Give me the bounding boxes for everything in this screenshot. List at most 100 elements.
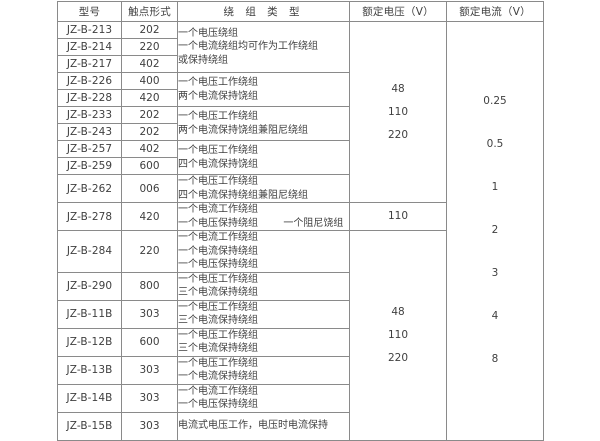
winding-line: 一个电压工作绕组 — [178, 77, 258, 88]
table-row: JZ-B-12B 600 一个电压工作绕组 三个电流保持绕组 — [57, 327, 544, 357]
header-winding-type: 绕 组 类 型 — [177, 1, 350, 22]
cell-model: JZ-B-11B — [57, 299, 122, 329]
cell-contact-form: 600 — [121, 157, 178, 175]
cell-model: JZ-B-226 — [57, 72, 122, 90]
table-row: JZ-B-262 006 一个电压工作绕组 四个电流保持绕组兼阻尼绕组 — [57, 174, 544, 203]
winding-line: 三个电流保持绕组 — [178, 315, 258, 326]
cell-model: JZ-B-290 — [57, 271, 122, 301]
cell-contact-form: 800 — [121, 271, 178, 301]
cell-winding-type: 一个电压工作绕组 两个电流保持饶组 — [177, 72, 350, 107]
cell-contact-form: 220 — [121, 230, 178, 273]
voltage-value: 220 — [387, 351, 409, 364]
cell-contact-form: 303 — [121, 411, 178, 441]
cell-rated-current: 0.25 0.5 1 2 3 4 8 — [446, 21, 544, 441]
cell-contact-form: 303 — [121, 383, 178, 413]
winding-line: 一个电压保持绕组 一个阻尼饶组 — [178, 217, 344, 229]
winding-line: 一个电流工作绕组 — [178, 385, 258, 397]
current-value: 2 — [491, 224, 499, 237]
voltage-value: 110 — [387, 210, 409, 222]
voltage-value: 220 — [387, 128, 409, 141]
cell-contact-form: 402 — [121, 140, 178, 158]
cell-model: JZ-B-14B — [57, 383, 122, 413]
cell-winding-type: 一个电压工作绕组四个电流保持绕组兼阻尼绕组 — [177, 174, 350, 203]
header-rated-current: 额定电流（V） — [446, 1, 544, 22]
winding-line: 一个电压工作绕组 — [178, 273, 258, 285]
table-row: JZ-B-217 402 — [57, 55, 544, 73]
cell-model: JZ-B-13B — [57, 355, 122, 385]
voltage-value-stack: 48 110 220 — [350, 78, 446, 147]
winding-line: 一个电压工作绕组 — [178, 329, 258, 341]
winding-line: 一个电流绕组均可作为工作绕组 — [178, 41, 318, 53]
table-row: JZ-B-226 400 一个电压工作绕组 两个电流保持饶组 — [57, 72, 544, 107]
table-row: JZ-B-11B 303 一个电压工作绕组 三个电流保持绕组 — [57, 299, 544, 329]
current-value: 0.5 — [486, 138, 504, 151]
cell-contact-form: 220 — [121, 38, 178, 56]
winding-line: 一个电流工作绕组 — [178, 204, 258, 215]
winding-line: 一个电压工作绕组 — [178, 145, 258, 156]
cell-model: JZ-B-259 — [57, 157, 122, 175]
cell-contact-form: 202 — [121, 21, 178, 39]
winding-line: 电流式电压工作，电压时电流保持 — [178, 420, 328, 432]
winding-line: 四个电流保持绕组兼阻尼绕组 — [178, 189, 308, 201]
winding-line: 三个电流保持绕组 — [178, 343, 258, 354]
cell-rated-voltage: 48 110 220 — [349, 21, 447, 203]
table-row: JZ-B-228 420 — [57, 89, 544, 107]
winding-line: 一个电压绕组 — [178, 27, 238, 39]
cell-contact-form: 600 — [121, 327, 178, 357]
header-row: 型号 触点形式 绕 组 类 型 额定电压（V） 额定电流（V） — [57, 1, 544, 22]
table-row: JZ-B-214 220 — [57, 38, 544, 56]
table-body: JZ-B-213 202 一个电压绕组 一个电流绕组均可作为工作绕组 或保持绕组 48 11… — [57, 21, 544, 441]
table-row: JZ-B-213 202 一个电压绕组 一个电流绕组均可作为工作绕组 或保持绕组 48 11… — [57, 21, 544, 441]
winding-line: 三个电流保持绕组 — [178, 287, 258, 298]
table-row: JZ-B-13B 303 一个电压工作绕组 一个电流保持绕组 — [57, 355, 544, 385]
cell-model: JZ-B-15B — [57, 411, 122, 441]
cell-winding-type: 一个电流工作绕组 一个电压保持绕组 — [177, 383, 350, 413]
header-contact-form: 触点形式 — [121, 1, 178, 22]
cell-model: JZ-B-243 — [57, 123, 122, 141]
winding-line: 一个电压工作绕组 — [178, 111, 258, 122]
cell-contact-form: 400 — [121, 72, 178, 90]
winding-line: 一个电压工作绕组 — [178, 176, 258, 187]
table-row: JZ-B-259 600 — [57, 157, 544, 175]
cell-rated-voltage: 48 110 220 — [349, 230, 447, 441]
current-value-stack: 0.25 0.5 1 2 3 4 8 — [447, 80, 543, 381]
cell-model: JZ-B-233 — [57, 106, 122, 124]
cell-winding-type: 一个电压工作绕组 三个电流保持绕组 — [177, 327, 350, 357]
cell-model: JZ-B-12B — [57, 327, 122, 357]
table-row: JZ-B-278 420 一个电流工作绕组一个电压保持绕组 一个阻尼饶组 110 — [57, 202, 544, 231]
cell-winding-type: 一个电流工作绕组 一个电流保持绕组 一个电压保持绕组 — [177, 230, 350, 273]
current-value: 4 — [491, 310, 499, 323]
winding-line: 一个电压保持绕组 — [178, 259, 258, 270]
voltage-value: 48 — [391, 82, 405, 95]
current-value: 3 — [491, 267, 499, 280]
cell-contact-form: 006 — [121, 174, 178, 203]
winding-line: 或保持绕组 — [178, 54, 228, 66]
cell-contact-form: 420 — [121, 89, 178, 107]
cell-winding-type: 一个电压绕组一个电流绕组均可作为工作绕组 或保持绕组 — [177, 21, 350, 73]
current-value: 1 — [491, 181, 499, 194]
table-header: 型号 触点形式 绕 组 类 型 额定电压（V） 额定电流（V） — [57, 1, 544, 22]
cell-contact-form: 303 — [121, 299, 178, 329]
voltage-value: 110 — [387, 328, 409, 341]
cell-contact-form: 202 — [121, 106, 178, 124]
cell-model: JZ-B-284 — [57, 230, 122, 273]
cell-model: JZ-B-213 — [57, 21, 122, 39]
winding-line: 两个电流保持饶组 — [178, 90, 258, 102]
winding-line: 一个电流工作绕组 — [178, 232, 258, 243]
winding-line: 一个电压工作绕组 — [178, 357, 258, 369]
cell-winding-type: 一个电压工作绕组 三个电流保持绕组 — [177, 271, 350, 301]
winding-line: 一个电压保持绕组 — [178, 399, 258, 410]
cell-model: JZ-B-278 — [57, 202, 122, 231]
spec-sheet: 型号 触点形式 绕 组 类 型 额定电压（V） 额定电流（V） JZ-B-213… — [57, 1, 544, 441]
cell-rated-voltage: 110 — [349, 202, 447, 231]
winding-line: 四个电流保持饶组 — [178, 158, 258, 170]
cell-model: JZ-B-257 — [57, 140, 122, 158]
cell-model: JZ-B-217 — [57, 55, 122, 73]
relay-spec-table: 型号 触点形式 绕 组 类 型 额定电压（V） 额定电流（V） JZ-B-213… — [57, 1, 544, 441]
cell-contact-form: 420 — [121, 202, 178, 231]
cell-contact-form: 303 — [121, 355, 178, 385]
winding-line: 两个电流保持饶组兼阻尼绕组 — [178, 124, 308, 136]
cell-winding-type: 一个电流工作绕组一个电压保持绕组 一个阻尼饶组 — [177, 202, 350, 231]
table-row: JZ-B-233 202 一个电压工作绕组两个电流保持饶组兼阻尼绕组 — [57, 106, 544, 141]
voltage-value: 48 — [391, 305, 405, 318]
